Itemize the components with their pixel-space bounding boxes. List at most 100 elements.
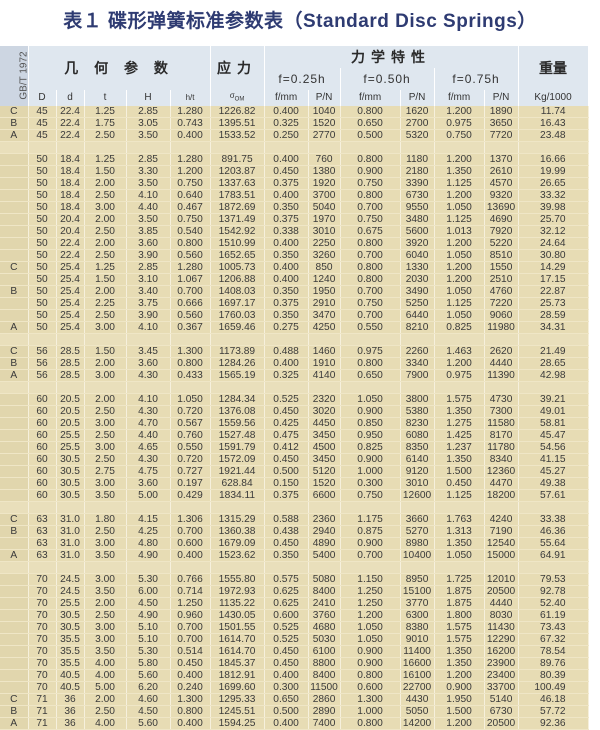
cell-p1: 3020	[308, 405, 341, 418]
cell-H: 4.25	[126, 525, 171, 538]
cell-ht: 0.700	[170, 621, 211, 634]
cell-H: 4.10	[126, 189, 171, 202]
table-row: B 50 25.4 2.00 3.40 0.700 1408.03 0.350 1950 0.70…	[0, 285, 589, 298]
cell-kg: 16.43	[518, 117, 589, 130]
cell-f2: 0.750	[340, 177, 401, 190]
cell-kg: 55.64	[518, 537, 589, 550]
cell-f1: 0.525	[264, 633, 309, 646]
cell-f3: 1.350	[434, 453, 485, 466]
cell-D: 63	[28, 513, 57, 526]
cell-ht: 0.700	[170, 633, 211, 646]
cell-t: 2.00	[84, 597, 127, 610]
cell-f3: 1.050	[434, 201, 485, 214]
cell-p3: 16200	[484, 645, 519, 658]
spacer-cell	[434, 501, 485, 514]
cell-d: 24.5	[56, 585, 85, 598]
cell-f1: 0.625	[264, 597, 309, 610]
cell-p3: 8340	[484, 453, 519, 466]
cell-t: 1.50	[84, 345, 127, 358]
cell-sigma: 1371.49	[210, 213, 265, 226]
cell-f2: 0.700	[340, 201, 401, 214]
cell-ht: 1.200	[170, 165, 211, 178]
cell-sigma: 1872.69	[210, 201, 265, 214]
cell-f2: 0.500	[340, 129, 401, 142]
cell-p1: 760	[308, 153, 341, 166]
cell-p1: 4890	[308, 537, 341, 550]
spacer-cell	[56, 561, 85, 574]
spacer-cell	[0, 381, 29, 394]
cell-H: 3.85	[126, 225, 171, 238]
cell-kg: 46.36	[518, 525, 589, 538]
cell-d: 25.5	[56, 441, 85, 454]
spacer-cell	[210, 501, 265, 514]
cell-t: 2.50	[84, 309, 127, 322]
cell-f3: 1.200	[434, 357, 485, 370]
cell-D: 63	[28, 537, 57, 550]
spacer-cell	[170, 381, 211, 394]
cell-p1: 2890	[308, 705, 341, 718]
table-row: 60 30.5 3.50 5.00 0.429 1834.11 0.375 6600 0.750…	[0, 489, 589, 502]
cell-p2: 22700	[400, 681, 435, 694]
cell-d: 22.4	[56, 129, 85, 142]
cell-f1: 0.350	[264, 285, 309, 298]
cell-H: 4.40	[126, 201, 171, 214]
spacer-cell	[484, 141, 519, 154]
cell-p2: 5050	[400, 705, 435, 718]
cell-f3: 1.500	[434, 465, 485, 478]
col-kg: Kg/1000	[518, 90, 589, 106]
cell-p2: 3660	[400, 513, 435, 526]
cell-p2: 6730	[400, 189, 435, 202]
table-row: 60 20.5 2.00 4.10 1.050 1284.34 0.525 2320 1.050…	[0, 393, 589, 406]
cell-f2: 0.900	[340, 453, 401, 466]
cell-t: 4.00	[84, 717, 127, 730]
cell-H: 5.60	[126, 669, 171, 682]
cell-t: 3.00	[84, 201, 127, 214]
cell-sigma: 1697.17	[210, 297, 265, 310]
spacer-cell	[0, 561, 29, 574]
spacer-cell	[170, 333, 211, 346]
cell-series	[0, 537, 29, 550]
cell-p2: 14200	[400, 717, 435, 730]
cell-f1: 0.325	[264, 369, 309, 382]
cell-p2: 8230	[400, 417, 435, 430]
cell-p2: 5270	[400, 525, 435, 538]
spacer-cell	[340, 381, 401, 394]
cell-ht: 0.367	[170, 321, 211, 334]
cell-p3: 4570	[484, 177, 519, 190]
cell-p3: 8170	[484, 429, 519, 442]
cell-d: 30.5	[56, 465, 85, 478]
spacer-cell	[0, 501, 29, 514]
cell-kg: 46.18	[518, 693, 589, 706]
cell-p1: 11500	[308, 681, 341, 694]
table-row: 63 31.0 3.00 4.80 0.600 1679.09 0.450 4890 0.900…	[0, 537, 589, 550]
cell-series	[0, 417, 29, 430]
table-row: C 50 25.4 1.25 2.85 1.280 1005.73 0.400 850 0.800…	[0, 261, 589, 274]
cell-f2: 0.900	[340, 405, 401, 418]
table-row: A 45 22.4 2.50 3.50 0.400 1533.52 0.250 2770 0.50…	[0, 129, 589, 142]
table-row: B 56 28.5 2.00 3.60 0.800 1284.26 0.400 1910 0.80…	[0, 357, 589, 370]
cell-p2: 6440	[400, 309, 435, 322]
cell-H: 5.10	[126, 621, 171, 634]
cell-ht: 1.280	[170, 105, 211, 118]
cell-p1: 3260	[308, 249, 341, 262]
table-row: 50 18.4 2.00 3.50 0.750 1337.63 0.375 1920 0.750…	[0, 177, 589, 190]
f075-header: f=0.75h	[434, 68, 519, 90]
cell-p1: 1520	[308, 477, 341, 490]
cell-kg: 41.15	[518, 453, 589, 466]
cell-series: C	[0, 513, 29, 526]
cell-d: 30.5	[56, 621, 85, 634]
spacer-cell	[264, 141, 309, 154]
cell-f2: 0.825	[340, 441, 401, 454]
cell-f3: 1.237	[434, 441, 485, 454]
cell-ht: 0.743	[170, 117, 211, 130]
cell-p2: 11400	[400, 645, 435, 658]
cell-H: 4.10	[126, 393, 171, 406]
cell-f2: 0.650	[340, 117, 401, 130]
cell-D: 50	[28, 273, 57, 286]
cell-p3: 1550	[484, 261, 519, 274]
table-row: 50 22.4 2.00 3.60 0.800 1510.99 0.400 2250 0.800…	[0, 237, 589, 250]
cell-f3: 1.575	[434, 393, 485, 406]
cell-f3: 1.125	[434, 489, 485, 502]
cell-p3: 7720	[484, 129, 519, 142]
cell-series	[0, 681, 29, 694]
